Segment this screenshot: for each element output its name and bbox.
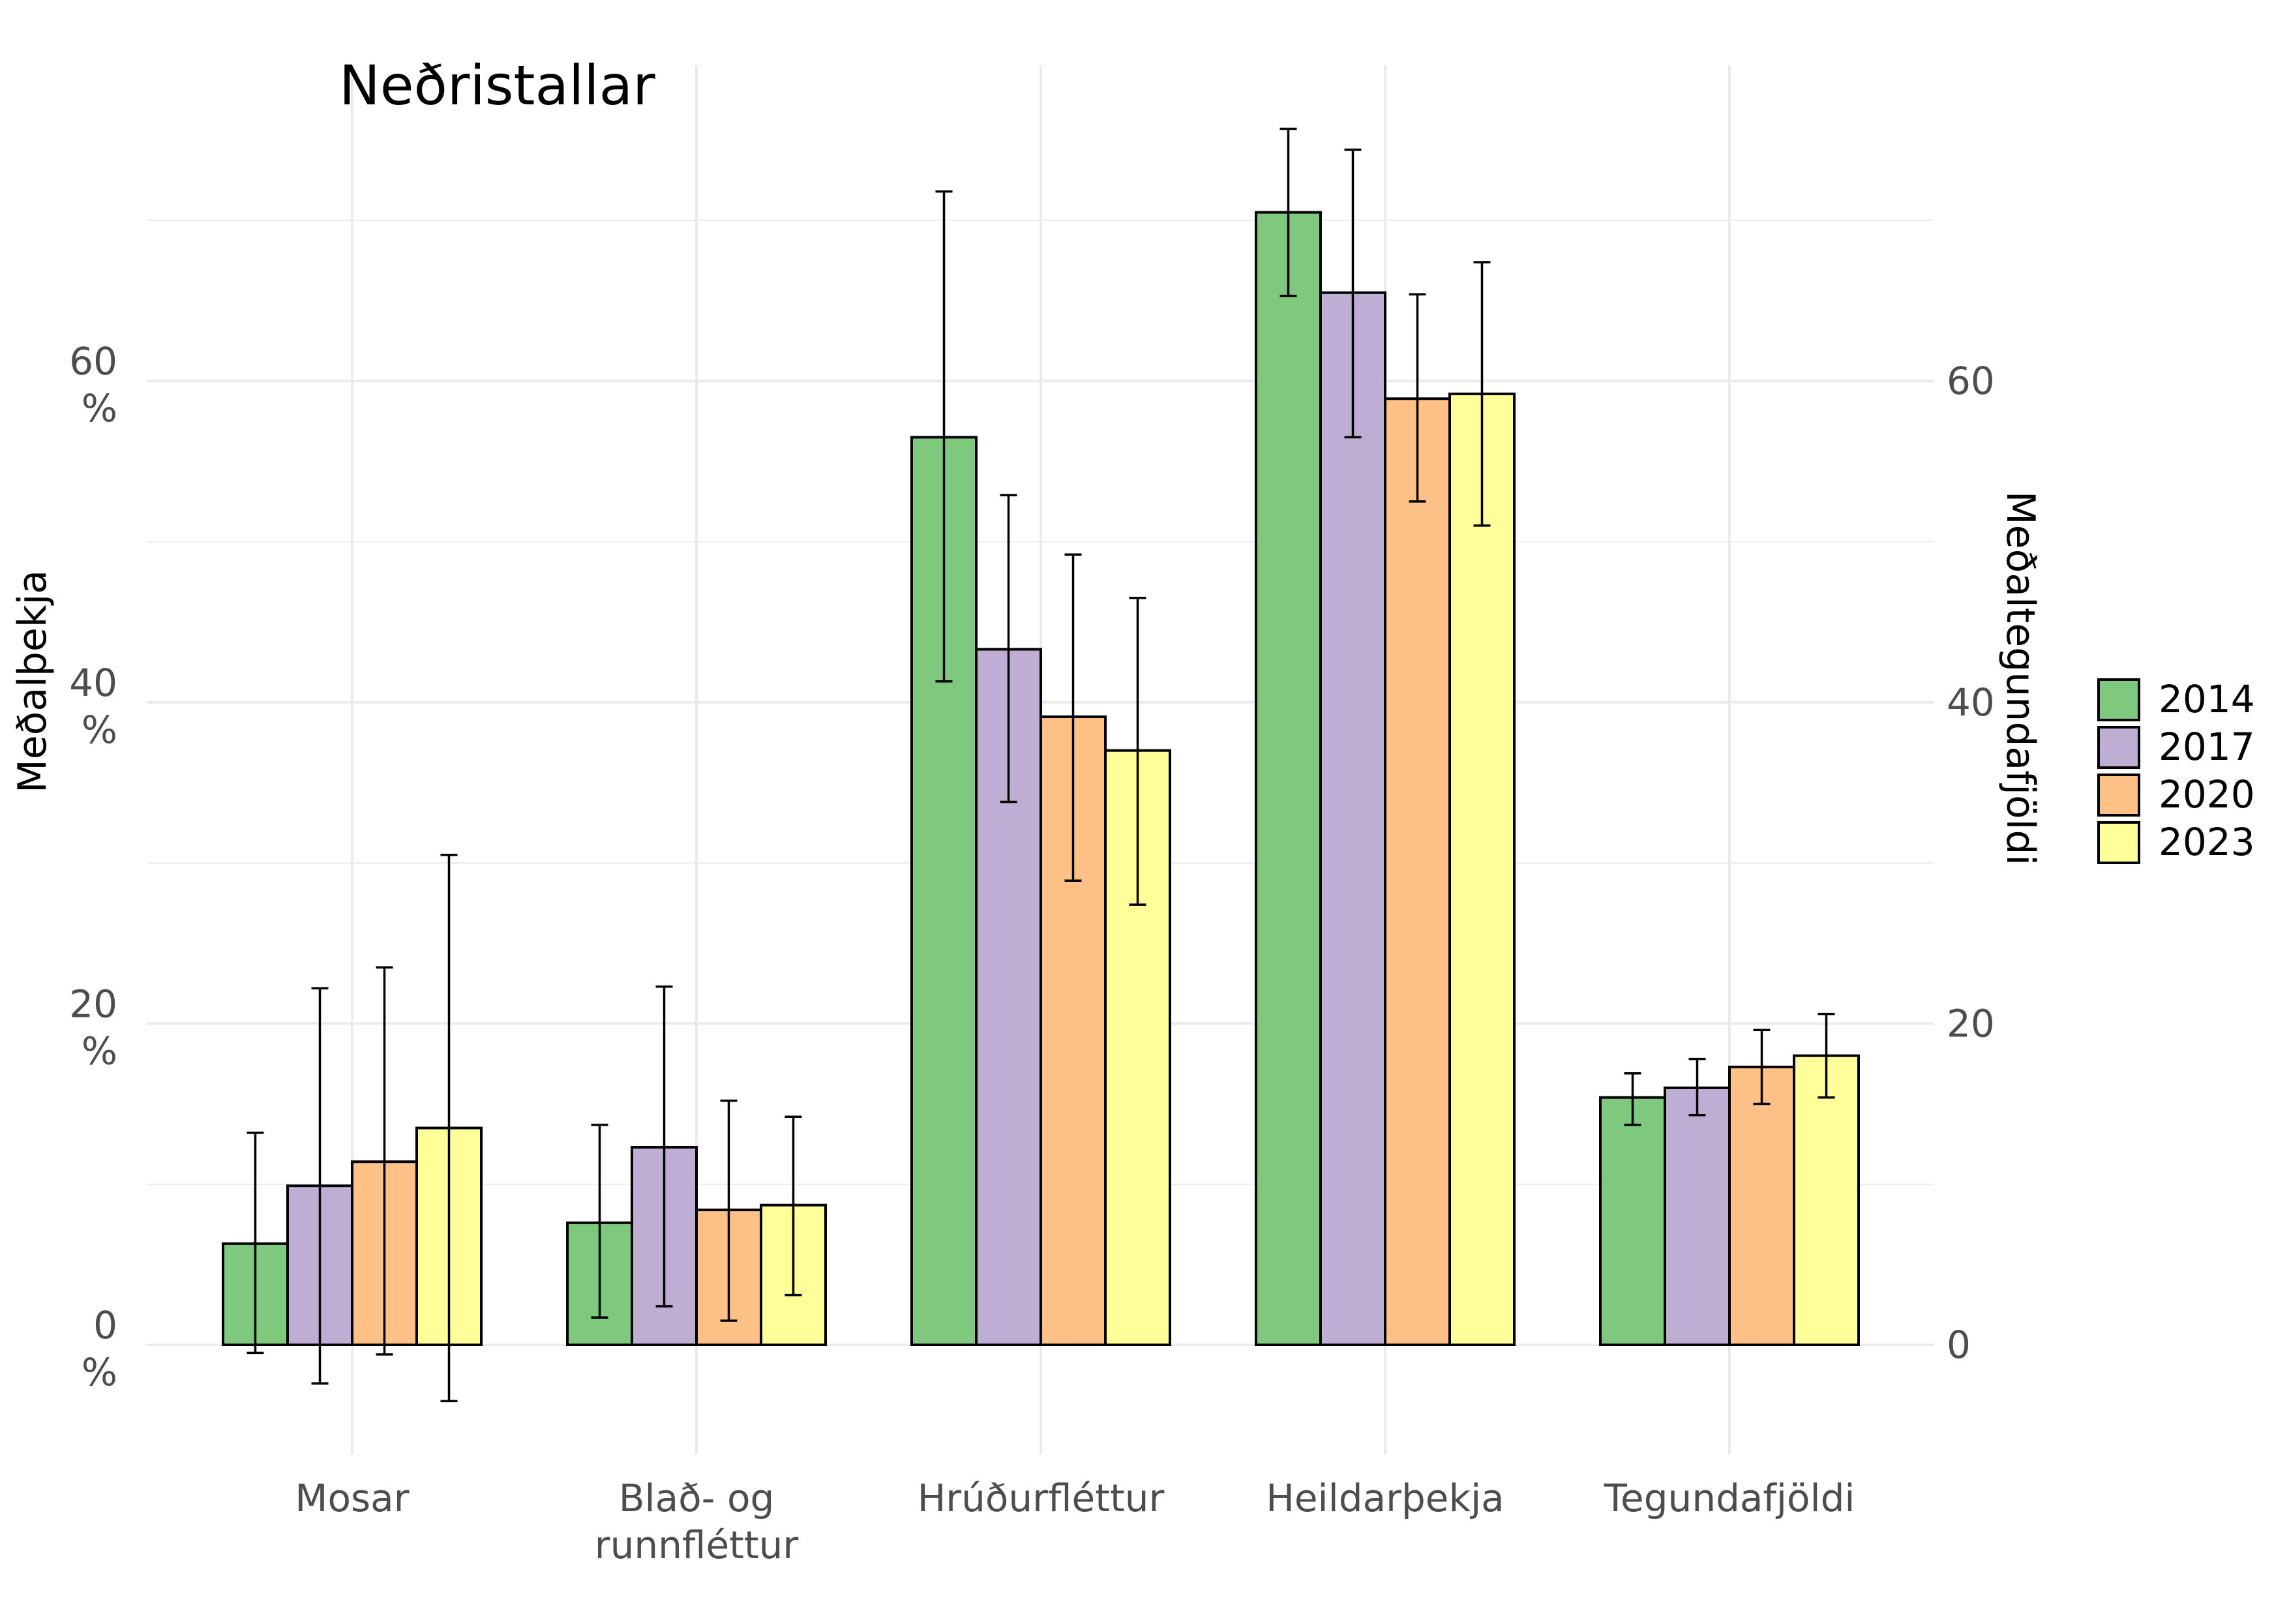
x-tick-label-line: runnfléttur [595,1523,799,1567]
x-tick-label-line: Mosar [295,1476,409,1520]
error-bar-2014-3 [1279,127,1297,297]
y-tick-label: 40% [69,661,117,752]
legend-key [2097,726,2140,769]
y-tick-label-line: 0 [93,1303,117,1347]
error-bars [247,127,1835,1402]
bar-2020-4 [1728,1065,1795,1346]
error-bar-2023-0 [440,854,458,1402]
chart-title: Neðristallar [339,53,655,117]
error-bar-2020-2 [1064,553,1082,882]
error-bar-2017-0 [311,987,329,1385]
error-bar-2017-1 [655,985,673,1308]
error-bar-2023-1 [785,1115,802,1297]
error-bar-2023-4 [1818,1012,1835,1099]
error-bar-2017-3 [1344,148,1362,439]
error-bar-2017-2 [1000,494,1017,804]
legend-item-2023: 2023 [2097,820,2255,864]
legend-label: 2023 [2159,820,2255,864]
y-tick-label: 60% [69,339,117,430]
x-tick-label: Tegundafjöldi [1603,1476,1855,1520]
legend-label: 2020 [2159,772,2255,817]
legend-label: 2014 [2159,677,2255,721]
legend-item-2017: 2017 [2097,725,2255,769]
error-bar-2014-4 [1624,1072,1641,1126]
y-tick-label-line: 60 [69,339,117,383]
error-bar-2023-3 [1473,261,1491,527]
legend-key [2097,774,2140,817]
y-tick-label-line: % [82,1029,117,1073]
y2-tick-label: 60 [1947,359,1995,403]
x-tick-label-line: Tegundafjöldi [1603,1476,1855,1520]
x-tick-label: Hrúðurfléttur [918,1476,1165,1520]
y-tick-label-line: % [82,1350,117,1394]
error-bar-2014-2 [935,190,953,683]
x-tick-label-line: Heildarþekja [1266,1476,1504,1520]
y-tick-label: 20% [69,982,117,1073]
y-tick-label-line: % [82,386,117,430]
error-bar-2020-4 [1753,1029,1771,1105]
error-bar-2020-1 [720,1099,738,1322]
y2-tick-label: 40 [1947,680,1995,725]
bar-2014-4 [1599,1096,1666,1346]
bar-2023-4 [1793,1054,1860,1347]
y-tick-label-line: 20 [69,982,117,1026]
error-bar-2020-3 [1409,293,1426,503]
y2-tick-label: 20 [1947,1001,1995,1045]
legend-key [2097,821,2140,864]
y-tick-label: 0% [82,1303,117,1394]
bar-2020-3 [1384,397,1451,1347]
bar-2014-3 [1255,211,1322,1347]
y-tick-label-line: 40 [69,661,117,705]
error-bar-2017-4 [1688,1057,1706,1117]
bar-2017-3 [1319,291,1386,1346]
x-tick-label: Heildarþekja [1266,1476,1504,1520]
y-axis-title: Meðalþekja [10,570,55,793]
bar-2023-3 [1448,392,1516,1346]
x-tick-label-line: Blað- og [619,1476,775,1520]
legend-key [2097,678,2140,721]
legend-item-2020: 2020 [2097,772,2255,817]
error-bar-2023-2 [1129,596,1146,906]
y2-axis-title: Meðaltegundafjöldi [1997,491,2043,865]
x-tick-label: Mosar [295,1476,409,1520]
error-bar-2014-0 [247,1132,264,1355]
error-bar-2020-0 [376,966,393,1356]
error-bar-2014-1 [591,1123,608,1319]
legend-label: 2017 [2159,725,2255,769]
y2-tick-label: 0 [1947,1323,1971,1367]
legend-item-2014: 2014 [2097,677,2255,721]
x-tick-label: Blað- og runnfléttur [595,1476,799,1567]
bar-2017-4 [1664,1086,1731,1347]
x-tick-label-line: Hrúðurfléttur [918,1476,1165,1520]
y-tick-label-line: % [82,708,117,752]
